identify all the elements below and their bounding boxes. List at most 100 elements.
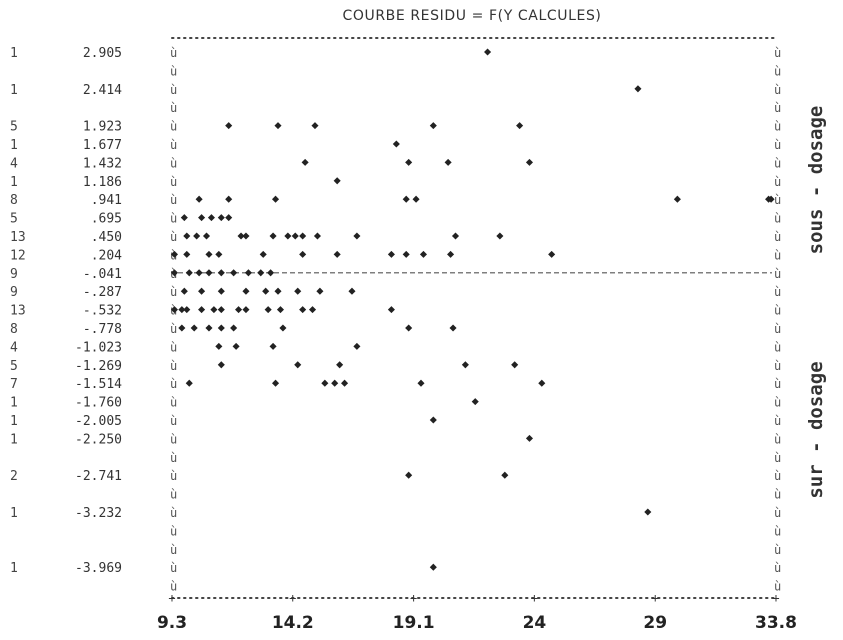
data-point xyxy=(230,324,238,332)
x-tick-label: 14.2 xyxy=(272,613,314,633)
data-point xyxy=(301,158,309,166)
left-border-marker: ù xyxy=(170,175,177,189)
right-border-marker: ù xyxy=(774,175,781,189)
y-tick-label: .941 xyxy=(91,193,122,208)
right-border-marker: ù xyxy=(774,83,781,97)
data-point xyxy=(284,232,292,240)
y-tick-label: -1.514 xyxy=(75,377,122,392)
data-point xyxy=(217,269,225,277)
left-border-marker: ù xyxy=(170,101,177,115)
row-count: 4 xyxy=(10,156,18,171)
data-point xyxy=(225,122,233,130)
y-tick-label: -.778 xyxy=(83,322,122,337)
right-border-marker: ù xyxy=(774,377,781,391)
left-border-marker: ù xyxy=(170,359,177,373)
data-point xyxy=(269,342,277,350)
data-point xyxy=(331,379,339,387)
data-point xyxy=(257,269,265,277)
row-count: 1 xyxy=(10,561,18,576)
right-border-marker: ù xyxy=(774,156,781,170)
right-border-marker: ù xyxy=(774,285,781,299)
right-border-marker: ù xyxy=(774,322,781,336)
data-point xyxy=(444,158,452,166)
data-point xyxy=(447,250,455,258)
left-border-marker: ù xyxy=(170,543,177,557)
row-count: 8 xyxy=(10,322,18,337)
row-count: 1 xyxy=(10,175,18,190)
data-point xyxy=(471,398,479,406)
data-point xyxy=(308,306,317,314)
data-point xyxy=(242,306,250,314)
data-point xyxy=(262,287,270,295)
data-point xyxy=(217,324,225,332)
data-point xyxy=(336,361,344,369)
right-border-marker: ù xyxy=(774,580,781,594)
data-point xyxy=(205,269,213,277)
data-point xyxy=(178,306,186,314)
left-border-marker: ù xyxy=(170,120,177,134)
data-point xyxy=(274,287,282,295)
left-border-marker: ù xyxy=(170,524,177,538)
x-tick-mark: + xyxy=(531,591,538,605)
right-border-marker: ù xyxy=(774,304,781,318)
left-border-marker: ù xyxy=(170,580,177,594)
data-point xyxy=(419,250,427,258)
data-point xyxy=(548,250,556,258)
data-point xyxy=(183,250,191,258)
data-point xyxy=(225,195,233,203)
left-border-marker: ù xyxy=(170,212,177,226)
data-point xyxy=(516,122,524,130)
data-point xyxy=(429,416,437,424)
left-border-marker: ù xyxy=(170,488,177,502)
data-point xyxy=(180,214,188,222)
data-point xyxy=(235,306,243,314)
data-point xyxy=(299,250,307,258)
right-border-marker: ù xyxy=(774,561,781,575)
row-count: 5 xyxy=(10,359,18,374)
left-border-marker: ù xyxy=(170,46,177,60)
y-tick-label: 2.414 xyxy=(83,83,122,98)
row-count: 1 xyxy=(10,46,18,61)
data-point xyxy=(449,324,457,332)
right-border-marker: ù xyxy=(774,396,781,410)
data-point xyxy=(215,342,223,350)
right-border-marker: ù xyxy=(774,359,781,373)
data-point xyxy=(525,434,534,442)
right-border-marker: ù xyxy=(774,506,781,520)
left-border-marker: ù xyxy=(170,138,177,152)
left-border-marker: ù xyxy=(170,377,177,391)
row-count: 2 xyxy=(10,469,18,484)
data-point xyxy=(183,232,191,240)
left-border-marker: ù xyxy=(170,340,177,354)
data-point xyxy=(451,232,460,240)
data-point xyxy=(412,195,420,203)
left-border-marker: ù xyxy=(170,83,177,97)
data-point xyxy=(193,232,201,240)
x-tick-label: 9.3 xyxy=(157,613,187,633)
data-point xyxy=(198,306,206,314)
data-point xyxy=(402,195,410,203)
y-tick-label: -2.250 xyxy=(75,432,122,447)
data-point xyxy=(461,361,469,369)
row-count: 4 xyxy=(10,340,18,355)
data-point xyxy=(269,232,277,240)
plot-rows: 1 2.905 1 2.414 5 1.923 1 1.677 4 1.432 1 1.186 8 .94… xyxy=(10,46,775,576)
y-tick-label: -.041 xyxy=(83,267,122,282)
x-tick-label: 24 xyxy=(523,613,547,633)
data-point xyxy=(405,324,413,332)
data-point xyxy=(405,471,413,479)
data-point xyxy=(294,287,302,295)
y-tick-label: -.287 xyxy=(83,285,122,300)
data-point xyxy=(299,306,307,314)
right-border-marker: ù xyxy=(774,414,781,428)
left-border-marker: ù xyxy=(170,469,177,483)
data-point xyxy=(267,269,275,277)
y-tick-label: -3.232 xyxy=(75,506,122,521)
data-point xyxy=(217,306,225,314)
right-border-marker: ù xyxy=(774,248,781,262)
right-border-marker: ù xyxy=(774,138,781,152)
row-count: 1 xyxy=(10,432,18,447)
left-border-marker: ù xyxy=(170,451,177,465)
data-point xyxy=(178,324,186,332)
data-point xyxy=(387,250,395,258)
